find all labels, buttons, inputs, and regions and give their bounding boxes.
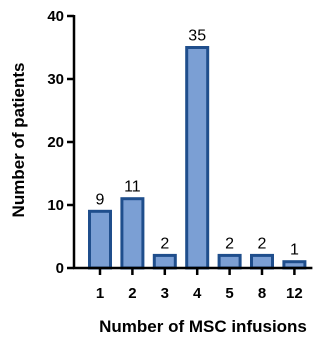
y-axis: 0 10 20 30 40 (47, 8, 76, 277)
bar-3 (152, 253, 177, 270)
data-label-4: 35 (188, 28, 206, 45)
x-tick-label-5: 5 (225, 285, 233, 302)
y-tick-label-30: 30 (47, 71, 64, 88)
bar-5 (217, 253, 242, 270)
data-labels-group: 9 11 2 35 2 2 1 (96, 28, 299, 259)
x-tick-label-2: 2 (128, 285, 136, 302)
y-tick-label-20: 20 (47, 134, 64, 151)
y-axis-title: Number of patients (9, 63, 28, 218)
data-label-8: 2 (258, 235, 267, 252)
y-tick-label-0: 0 (56, 260, 64, 277)
bar-2 (120, 197, 145, 270)
bars-group (88, 46, 307, 270)
x-tick-label-8: 8 (258, 285, 266, 302)
data-label-12: 1 (290, 242, 299, 259)
y-tick-label-40: 40 (47, 8, 64, 25)
bar-1 (88, 209, 112, 270)
data-label-3: 2 (160, 235, 169, 252)
data-label-5: 2 (225, 235, 234, 252)
bar-8 (250, 253, 274, 270)
x-axis-title: Number of MSC infusions (99, 317, 307, 336)
bar-4 (185, 46, 210, 270)
data-label-1: 9 (96, 191, 105, 208)
data-label-2: 11 (124, 179, 141, 196)
y-tick-label-10: 10 (47, 197, 64, 214)
x-tick-label-1: 1 (96, 285, 104, 302)
x-tick-label-4: 4 (193, 285, 202, 302)
x-axis: 1 2 3 4 5 8 12 (73, 266, 313, 302)
x-tick-label-12: 12 (286, 285, 303, 302)
x-tick-label-3: 3 (161, 285, 169, 302)
